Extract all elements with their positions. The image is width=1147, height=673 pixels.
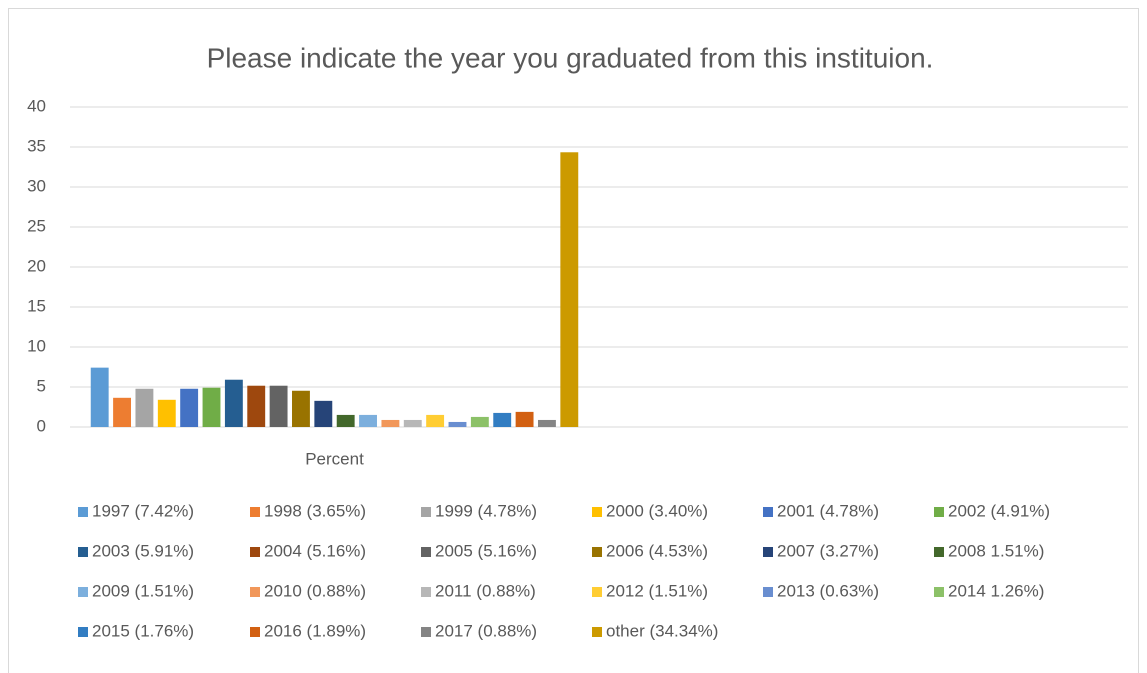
y-tick-label: 20 — [27, 256, 46, 275]
legend-swatch — [763, 587, 773, 597]
bar — [180, 388, 199, 427]
y-tick-label: 15 — [27, 296, 46, 315]
legend-swatch — [763, 547, 773, 557]
legend-swatch — [250, 547, 260, 557]
bar — [113, 397, 132, 427]
legend-swatch — [592, 507, 602, 517]
legend-label: 2001 (4.78%) — [777, 501, 879, 520]
legend-label: 2004 (5.16%) — [264, 541, 366, 560]
y-tick-label: 10 — [27, 336, 46, 355]
bar — [493, 412, 512, 427]
legend-swatch — [421, 547, 431, 557]
legend-label: 2003 (5.91%) — [92, 541, 194, 560]
legend-swatch — [934, 587, 944, 597]
bar — [426, 414, 445, 427]
y-tick-label: 35 — [27, 136, 46, 155]
y-tick-label: 40 — [27, 96, 46, 115]
legend-label: 2010 (0.88%) — [264, 581, 366, 600]
bar — [537, 419, 556, 427]
bar — [202, 387, 221, 427]
legend-swatch — [763, 507, 773, 517]
legend-swatch — [421, 627, 431, 637]
legend-label: 1997 (7.42%) — [92, 501, 194, 520]
legend-swatch — [78, 547, 88, 557]
legend-swatch — [78, 507, 88, 517]
y-tick-label: 0 — [37, 416, 46, 435]
bar — [314, 400, 333, 427]
bar — [560, 152, 579, 427]
bar — [135, 388, 154, 427]
legend-swatch — [421, 507, 431, 517]
legend-swatch — [592, 547, 602, 557]
y-tick-label: 30 — [27, 176, 46, 195]
legend-swatch — [421, 587, 431, 597]
bar — [269, 385, 288, 427]
legend-swatch — [250, 507, 260, 517]
legend-label: 1998 (3.65%) — [264, 501, 366, 520]
legend-label: 2014 1.26%) — [948, 581, 1044, 600]
legend-label: 2002 (4.91%) — [948, 501, 1050, 520]
bar — [90, 367, 109, 427]
legend-label: 2007 (3.27%) — [777, 541, 879, 560]
bar — [448, 421, 467, 427]
legend-swatch — [592, 587, 602, 597]
bar — [247, 385, 266, 427]
bar — [224, 379, 243, 427]
bar — [403, 419, 422, 427]
bar — [292, 390, 310, 427]
bar — [157, 399, 176, 427]
bar — [336, 414, 355, 427]
bar — [381, 419, 400, 427]
legend-swatch — [78, 587, 88, 597]
legend-label: 1999 (4.78%) — [435, 501, 537, 520]
legend-label: 2009 (1.51%) — [92, 581, 194, 600]
legend-label: 2012 (1.51%) — [606, 581, 708, 600]
chart-title: Please indicate the year you graduated f… — [207, 42, 934, 73]
bar — [515, 411, 534, 427]
legend-swatch — [250, 587, 260, 597]
legend-swatch — [78, 627, 88, 637]
bar — [359, 414, 377, 427]
legend-label: 2017 (0.88%) — [435, 621, 537, 640]
legend-label: 2006 (4.53%) — [606, 541, 708, 560]
legend-label: 2008 1.51%) — [948, 541, 1044, 560]
legend-swatch — [250, 627, 260, 637]
legend-label: 2016 (1.89%) — [264, 621, 366, 640]
legend-swatch — [592, 627, 602, 637]
legend-label: 2011 (0.88%) — [435, 581, 536, 600]
y-tick-label: 25 — [27, 216, 46, 235]
y-tick-label: 5 — [37, 376, 46, 395]
legend-label: 2000 (3.40%) — [606, 501, 708, 520]
x-tick-label: Percent — [305, 449, 364, 468]
legend-label: other (34.34%) — [606, 621, 718, 640]
legend-label: 2005 (5.16%) — [435, 541, 537, 560]
legend-label: 2013 (0.63%) — [777, 581, 879, 600]
legend-swatch — [934, 547, 944, 557]
legend-label: 2015 (1.76%) — [92, 621, 194, 640]
legend-swatch — [934, 507, 944, 517]
bar — [470, 416, 489, 427]
